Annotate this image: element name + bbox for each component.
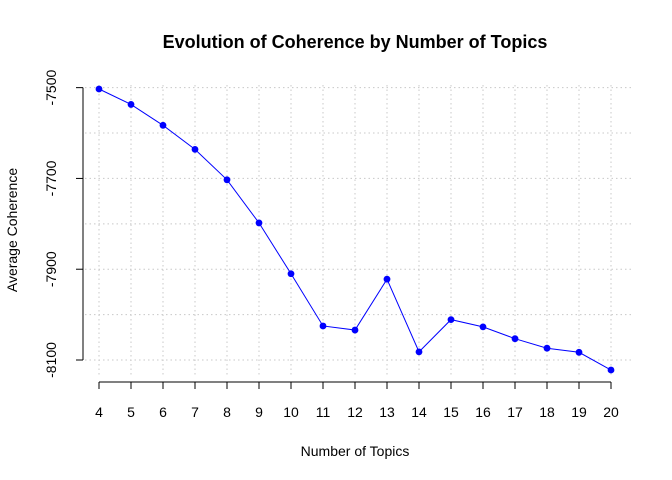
data-point [479,323,487,331]
data-point [319,322,327,330]
x-tick-label: 17 [507,404,523,420]
x-tick-label: 13 [379,404,395,420]
data-point [543,344,551,352]
data-point [511,335,519,343]
x-tick-label: 16 [475,404,491,420]
x-tick-label: 12 [347,404,363,420]
x-tick-label: 14 [411,404,427,420]
x-tick-label: 19 [571,404,587,420]
data-point [159,121,167,129]
data-point [383,275,391,283]
x-tick-label: 8 [223,404,231,420]
data-point [351,326,359,334]
x-tick-label: 15 [443,404,459,420]
y-tick-label: -8100 [43,342,59,378]
x-axis-label: Number of Topics [301,443,410,459]
y-tick-label: -7500 [43,70,59,106]
x-tick-label: 6 [159,404,167,420]
x-tick-label: 18 [539,404,555,420]
y-axis-label: Average Coherence [4,168,20,292]
axes-layer: 4 5 6 7 8 9 10 11 12 13 14 15 16 17 18 19 20 -7500 -7700 -7… [43,70,619,420]
x-tick-label: 20 [603,404,619,420]
data-point [607,366,615,374]
data-point [255,219,263,227]
data-point [223,176,231,184]
series-layer [95,85,615,374]
data-point [191,145,199,153]
x-tick-label: 9 [255,404,263,420]
data-point [415,348,423,356]
data-point [287,270,295,278]
data-point [95,85,103,93]
x-tick-label: 11 [316,404,331,420]
x-tick-label: 7 [191,404,199,420]
x-tick-label: 5 [127,404,135,420]
data-point [127,101,135,108]
y-tick-label: -7700 [43,160,59,196]
chart-title: Evolution of Coherence by Number of Topi… [163,32,548,52]
x-tick-label: 10 [283,404,299,420]
data-point [575,348,583,356]
grid-layer [85,85,632,376]
y-tick-label: -7900 [43,251,59,287]
data-point [447,316,455,324]
x-tick-label: 4 [95,404,103,420]
